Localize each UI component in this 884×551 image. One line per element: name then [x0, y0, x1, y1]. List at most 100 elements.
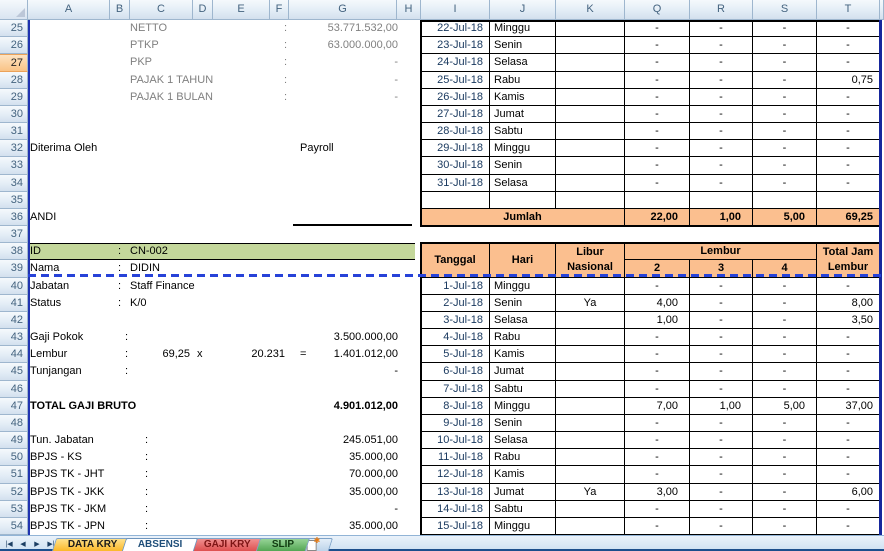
row-header-34[interactable]: 34: [0, 175, 28, 192]
cell-Q28[interactable]: -: [625, 72, 690, 89]
cell-D44[interactable]: :: [125, 348, 129, 360]
row-header-35[interactable]: 35: [0, 192, 28, 209]
cell-S31[interactable]: -: [753, 123, 817, 140]
cell-Q27[interactable]: -: [625, 54, 690, 72]
cell-S29[interactable]: -: [753, 89, 817, 106]
cell-J31[interactable]: Sabtu: [490, 123, 556, 140]
cell-T48[interactable]: -: [817, 415, 880, 432]
cell-R29[interactable]: -: [690, 89, 753, 106]
cell-Q26[interactable]: -: [625, 37, 690, 54]
cell-R36-jumlah[interactable]: 1,00: [690, 209, 753, 226]
column-header-K[interactable]: K: [556, 0, 625, 20]
cell-J54[interactable]: Minggu: [490, 518, 556, 535]
cell-K31[interactable]: [556, 123, 625, 140]
cell-I44[interactable]: 5-Jul-18: [421, 346, 490, 363]
column-header-A[interactable]: A: [28, 0, 110, 20]
column-header-C[interactable]: C: [130, 0, 193, 20]
cell-I51[interactable]: 12-Jul-18: [421, 466, 490, 484]
cell-G47[interactable]: 4.901.012,00: [333, 400, 398, 412]
cell-T54[interactable]: -: [817, 518, 880, 535]
cell-J30[interactable]: Jumat: [490, 106, 556, 123]
cell-K42[interactable]: [556, 312, 625, 329]
cell-Q51[interactable]: -: [625, 466, 690, 484]
header-hari[interactable]: Hari: [490, 243, 556, 278]
cell-R26[interactable]: -: [690, 37, 753, 54]
cell-Q52[interactable]: 3,00: [625, 484, 690, 501]
cell-Q31[interactable]: -: [625, 123, 690, 140]
column-header-J[interactable]: J: [490, 0, 556, 20]
cell-T42[interactable]: 3,50: [817, 312, 880, 329]
cell-T51[interactable]: -: [817, 466, 880, 484]
cell-C38[interactable]: CN-002: [130, 245, 168, 257]
cell-A54[interactable]: BPJS TK - JPN: [30, 520, 105, 532]
cell-K32[interactable]: [556, 140, 625, 157]
cell-I54[interactable]: 15-Jul-18: [421, 518, 490, 535]
cell-J26[interactable]: Senin: [490, 37, 556, 54]
cell-Q32[interactable]: -: [625, 140, 690, 157]
cell-T50[interactable]: -: [817, 449, 880, 466]
cell-R43[interactable]: -: [690, 329, 753, 346]
cell-K47[interactable]: [556, 398, 625, 415]
cell-Q45[interactable]: -: [625, 363, 690, 381]
cell-S45[interactable]: -: [753, 363, 817, 381]
cell-S32[interactable]: -: [753, 140, 817, 157]
cell-J45[interactable]: Jumat: [490, 363, 556, 381]
cell-T25[interactable]: -: [817, 20, 880, 37]
cell-A43[interactable]: Gaji Pokok: [30, 331, 84, 343]
column-header-S[interactable]: S: [753, 0, 817, 20]
column-header-Q[interactable]: Q: [625, 0, 690, 20]
cell-J48[interactable]: Senin: [490, 415, 556, 432]
cell-I29[interactable]: 26-Jul-18: [421, 89, 490, 106]
cell-S36-jumlah[interactable]: 5,00: [753, 209, 817, 226]
cell-D52[interactable]: :: [145, 486, 149, 498]
cell-G53[interactable]: -: [394, 503, 398, 515]
cell-C40[interactable]: Staff Finance: [130, 280, 195, 292]
cell-G44[interactable]: 1.401.012,00: [333, 348, 398, 360]
cell-I49[interactable]: 10-Jul-18: [421, 432, 490, 449]
cell-I30[interactable]: 27-Jul-18: [421, 106, 490, 123]
cell-T53[interactable]: -: [817, 501, 880, 518]
cell-D53[interactable]: :: [145, 503, 149, 515]
cell-D43[interactable]: :: [125, 331, 129, 343]
cell-C28[interactable]: PAJAK 1 TAHUN: [130, 74, 214, 86]
cell-Q48[interactable]: -: [625, 415, 690, 432]
cell-Q35[interactable]: [625, 192, 690, 209]
sheet-tab-absensi[interactable]: ABSENSI: [122, 538, 200, 551]
column-header-G[interactable]: G: [289, 0, 397, 20]
cell-F26[interactable]: :: [284, 39, 288, 51]
cell-A47[interactable]: TOTAL GAJI BRUTO: [30, 400, 137, 412]
cell-I53[interactable]: 14-Jul-18: [421, 501, 490, 518]
cell-J50[interactable]: Rabu: [490, 449, 556, 466]
cell-T44[interactable]: -: [817, 346, 880, 363]
cell-A36[interactable]: ANDI: [30, 211, 57, 223]
cell-J29[interactable]: Kamis: [490, 89, 556, 106]
cell-J52[interactable]: Jumat: [490, 484, 556, 501]
cell-J51[interactable]: Kamis: [490, 466, 556, 484]
row-header-25[interactable]: 25: [0, 20, 28, 37]
header-libur-nasional[interactable]: Libur Nasional: [556, 243, 625, 278]
cell-A45[interactable]: Tunjangan: [30, 365, 82, 377]
cell-I43[interactable]: 4-Jul-18: [421, 329, 490, 346]
row-header-39[interactable]: 39: [0, 260, 28, 278]
cell-G52[interactable]: 35.000,00: [349, 486, 398, 498]
column-header-T[interactable]: T: [817, 0, 880, 20]
cell-R33[interactable]: -: [690, 157, 753, 175]
row-header-28[interactable]: 28: [0, 72, 28, 89]
cell-T29[interactable]: -: [817, 89, 880, 106]
cell-J35[interactable]: [490, 192, 556, 209]
cell-Q43[interactable]: -: [625, 329, 690, 346]
cell-J25[interactable]: Minggu: [490, 20, 556, 37]
header-total-jam-lembur[interactable]: Total Jam Lembur: [817, 243, 880, 278]
cell-T49[interactable]: -: [817, 432, 880, 449]
cell-T36-jumlah[interactable]: 69,25: [817, 209, 880, 226]
cell-Q25[interactable]: -: [625, 20, 690, 37]
cell-K26[interactable]: [556, 37, 625, 54]
cell-G29[interactable]: -: [394, 91, 398, 103]
cell-T34[interactable]: -: [817, 175, 880, 192]
cell-K44[interactable]: [556, 346, 625, 363]
cell-G26[interactable]: 63.000.000,00: [327, 39, 398, 51]
cell-S33[interactable]: -: [753, 157, 817, 175]
row-header-31[interactable]: 31: [0, 123, 28, 140]
cell-G44-eq[interactable]: =: [300, 348, 307, 360]
cell-Q34[interactable]: -: [625, 175, 690, 192]
